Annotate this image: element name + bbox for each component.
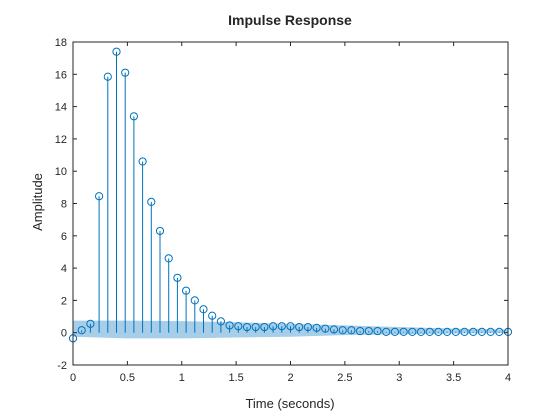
- stem-layer: [68, 47, 513, 343]
- stem-marker: [286, 322, 295, 331]
- stem-marker: [347, 326, 356, 335]
- stem-marker: [86, 319, 95, 328]
- stem-marker: [399, 327, 408, 336]
- stem-marker: [225, 321, 234, 330]
- stem-marker: [425, 327, 434, 336]
- axes-layer: [72, 41, 509, 366]
- stem-marker: [216, 317, 225, 326]
- stem-marker: [234, 322, 243, 331]
- stem-marker: [338, 326, 347, 335]
- stem-marker: [390, 327, 399, 336]
- stem-marker: [277, 322, 286, 331]
- stem-marker: [138, 157, 147, 166]
- x-tick-label: 1: [179, 372, 185, 384]
- stem-marker: [251, 322, 260, 332]
- stem-marker: [155, 226, 165, 236]
- stem-marker: [382, 327, 391, 336]
- stem-marker: [95, 192, 104, 201]
- stem-marker: [486, 327, 495, 336]
- y-tick-label: 8: [61, 199, 67, 211]
- stem-marker: [77, 326, 86, 335]
- x-tick-label: 3: [396, 372, 402, 384]
- stem-marker: [451, 327, 460, 336]
- stem-marker: [173, 273, 182, 282]
- stem-marker: [121, 68, 130, 77]
- stem-marker: [242, 322, 252, 332]
- chart-title: Impulse Response: [228, 12, 352, 28]
- stem-marker: [477, 327, 486, 336]
- stem-marker: [190, 296, 199, 305]
- stem-marker: [460, 327, 469, 336]
- y-tick-label: 0: [61, 328, 67, 340]
- stem-marker: [408, 327, 417, 336]
- stem-marker: [103, 72, 112, 81]
- x-tick-label: 4: [505, 372, 511, 384]
- y-tick-label: 16: [55, 69, 67, 81]
- y-tick-label: -2: [57, 360, 67, 372]
- stem-marker: [303, 322, 312, 332]
- stem-marker: [199, 305, 208, 314]
- y-tick-label: 4: [61, 263, 67, 275]
- stem-marker: [373, 326, 382, 336]
- x-tick-label: 2: [287, 372, 293, 384]
- stem-marker: [443, 327, 452, 336]
- x-axis-label: Time (seconds): [245, 396, 334, 411]
- stem-marker: [208, 311, 217, 320]
- stem-marker: [329, 325, 339, 334]
- y-tick-label: 6: [61, 231, 67, 243]
- stem-marker: [321, 324, 330, 333]
- stem-marker: [129, 112, 138, 121]
- stem-marker: [364, 326, 373, 336]
- stem-marker: [434, 327, 443, 336]
- stem-marker: [182, 286, 191, 295]
- y-tick-label: 2: [61, 295, 67, 307]
- x-tick-label: 3.5: [446, 372, 461, 384]
- stem-marker: [164, 254, 173, 263]
- y-tick-label: 10: [55, 166, 67, 178]
- y-tick-label: 14: [55, 102, 67, 114]
- stem-marker: [416, 327, 426, 336]
- y-tick-label: 12: [55, 134, 67, 146]
- stem-marker: [112, 47, 121, 56]
- stem-marker: [295, 322, 304, 332]
- stem-marker: [260, 322, 269, 332]
- y-tick-label: 18: [55, 37, 67, 49]
- x-tick-label: 0.5: [120, 372, 135, 384]
- x-tick-label: 0: [70, 372, 76, 384]
- stem-marker: [495, 327, 504, 336]
- stem-marker: [147, 197, 156, 206]
- plot-frame: [72, 41, 509, 366]
- x-tick-label: 1.5: [228, 372, 243, 384]
- y-axis-label: Amplitude: [30, 173, 45, 231]
- stem-marker: [312, 323, 321, 332]
- stem-marker: [356, 326, 365, 336]
- stem-marker: [269, 322, 278, 331]
- x-tick-label: 2.5: [337, 372, 352, 384]
- stem-marker: [469, 327, 478, 336]
